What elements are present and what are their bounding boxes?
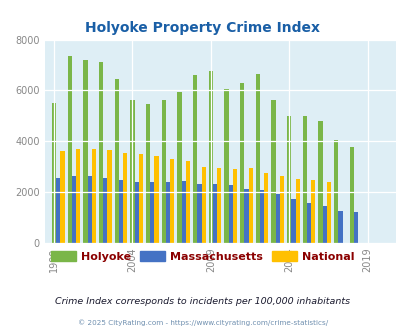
Bar	[306, 203, 311, 243]
Bar	[322, 206, 326, 243]
Bar	[295, 179, 299, 243]
Bar	[107, 150, 111, 243]
Bar	[60, 151, 64, 243]
Bar	[197, 184, 201, 243]
Bar	[92, 149, 96, 243]
Bar	[286, 116, 291, 243]
Bar	[201, 167, 205, 243]
Bar	[311, 180, 315, 243]
Bar	[103, 178, 107, 243]
Text: © 2025 CityRating.com - https://www.cityrating.com/crime-statistics/: © 2025 CityRating.com - https://www.city…	[78, 319, 327, 326]
Bar	[264, 173, 268, 243]
Bar	[170, 159, 174, 243]
Bar	[239, 83, 244, 243]
Bar	[326, 182, 330, 243]
Bar	[185, 161, 190, 243]
Bar	[76, 149, 80, 243]
Bar	[279, 176, 283, 243]
Bar	[271, 100, 275, 243]
Bar	[302, 116, 306, 243]
Bar	[139, 154, 143, 243]
Bar	[150, 182, 154, 243]
Bar	[248, 168, 252, 243]
Bar	[119, 180, 123, 243]
Bar	[275, 194, 279, 243]
Bar	[134, 182, 139, 243]
Bar	[52, 103, 56, 243]
Bar	[337, 211, 342, 243]
Bar	[193, 75, 197, 243]
Bar	[318, 121, 322, 243]
Bar	[146, 104, 150, 243]
Legend: Holyoke, Massachusetts, National: Holyoke, Massachusetts, National	[47, 247, 358, 267]
Bar	[83, 60, 87, 243]
Bar	[244, 188, 248, 243]
Bar	[154, 155, 158, 243]
Bar	[114, 79, 119, 243]
Text: Crime Index corresponds to incidents per 100,000 inhabitants: Crime Index corresponds to incidents per…	[55, 297, 350, 307]
Bar	[259, 190, 264, 243]
Bar	[217, 168, 221, 243]
Text: Holyoke Property Crime Index: Holyoke Property Crime Index	[85, 21, 320, 35]
Bar	[68, 56, 72, 243]
Bar	[228, 185, 232, 243]
Bar	[130, 100, 134, 243]
Bar	[166, 182, 170, 243]
Bar	[181, 181, 185, 243]
Bar	[224, 89, 228, 243]
Bar	[161, 100, 166, 243]
Bar	[333, 140, 337, 243]
Bar	[208, 71, 213, 243]
Bar	[291, 199, 295, 243]
Bar	[87, 176, 92, 243]
Bar	[232, 169, 237, 243]
Bar	[213, 184, 217, 243]
Bar	[123, 153, 127, 243]
Bar	[177, 92, 181, 243]
Bar	[255, 74, 259, 243]
Bar	[56, 178, 60, 243]
Bar	[72, 176, 76, 243]
Bar	[99, 62, 103, 243]
Bar	[353, 212, 358, 243]
Bar	[349, 148, 353, 243]
